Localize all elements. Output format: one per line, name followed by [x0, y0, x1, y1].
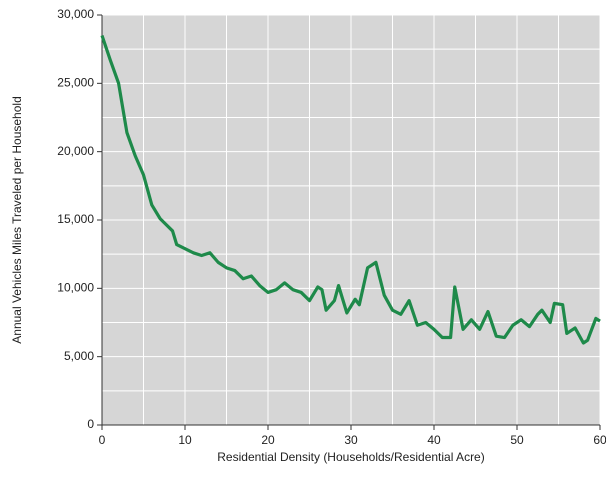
data-line: [100, 34, 601, 345]
x-tick-label: 60: [593, 433, 606, 447]
x-tick-label: 40: [427, 433, 441, 447]
x-tick-label: 10: [178, 433, 192, 447]
x-tick-label: 30: [344, 433, 358, 447]
x-tick-label: 50: [510, 433, 524, 447]
y-tick-label: 30,000: [57, 7, 94, 21]
y-tick-label: 15,000: [57, 212, 94, 226]
x-tick-label: 20: [261, 433, 275, 447]
y-tick-label: 25,000: [57, 76, 94, 90]
y-tick-label: 20,000: [57, 144, 94, 158]
y-tick-label: 5,000: [64, 349, 94, 363]
y-axis-label: Annual Vehicles Miles Traveled per House…: [10, 96, 24, 343]
x-axis-label: Residential Density (Households/Resident…: [217, 450, 484, 464]
y-tick-label: 0: [87, 417, 94, 431]
y-tick-label: 10,000: [57, 281, 94, 295]
x-tick-label: 0: [99, 433, 106, 447]
